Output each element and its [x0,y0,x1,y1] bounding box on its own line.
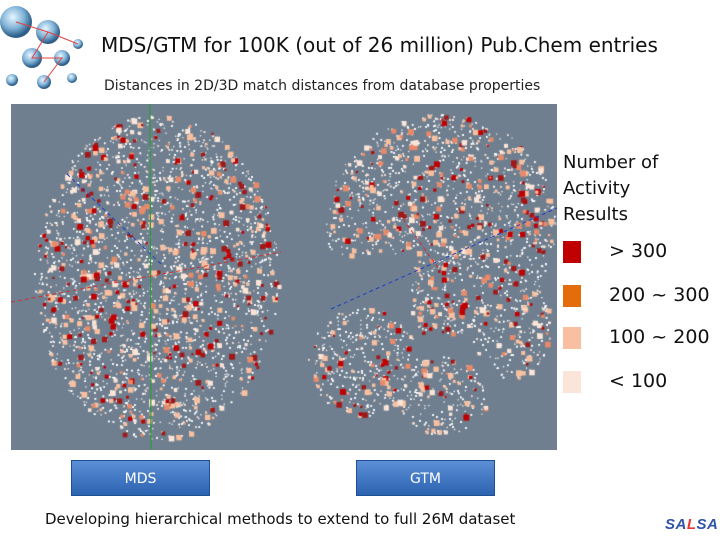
legend-swatch [563,371,581,393]
legend-label: > 300 [609,240,668,262]
legend-label: < 100 [609,370,668,392]
salsa-letter: L [686,516,697,533]
page-title: MDS/GTM for 100K (out of 26 million) Pub… [101,33,658,57]
axis-blue-right [330,207,557,310]
legend-label: 100 ~ 200 [609,326,710,348]
salsa-letter: S [696,516,708,533]
gtm-button[interactable]: GTM [356,460,495,496]
legend-swatch [563,285,581,307]
mds-button[interactable]: MDS [71,460,210,496]
axis-red-right [402,218,440,270]
salsa-letter: A [675,516,687,533]
salsa-letter: S [665,516,676,533]
axis-red-diagonal [11,251,282,303]
globe-network-logo [0,6,83,89]
legend-swatch [563,327,581,349]
point-cloud-canvas [11,104,557,450]
axis-green-vertical [149,104,152,450]
footer-note: Developing hierarchical methods to exten… [45,510,516,528]
point-cloud-visualization [11,104,557,450]
page-subtitle: Distances in 2D/3D match distances from … [104,78,541,94]
legend-title: Number of Activity Results [563,152,659,225]
axis-blue-diagonal [66,173,162,265]
legend-label: 200 ~ 300 [609,284,710,306]
axes-overlay [11,104,557,450]
salsa-logo: SALSA [665,516,718,533]
legend-swatch [563,241,581,263]
salsa-letter: A [707,516,719,533]
